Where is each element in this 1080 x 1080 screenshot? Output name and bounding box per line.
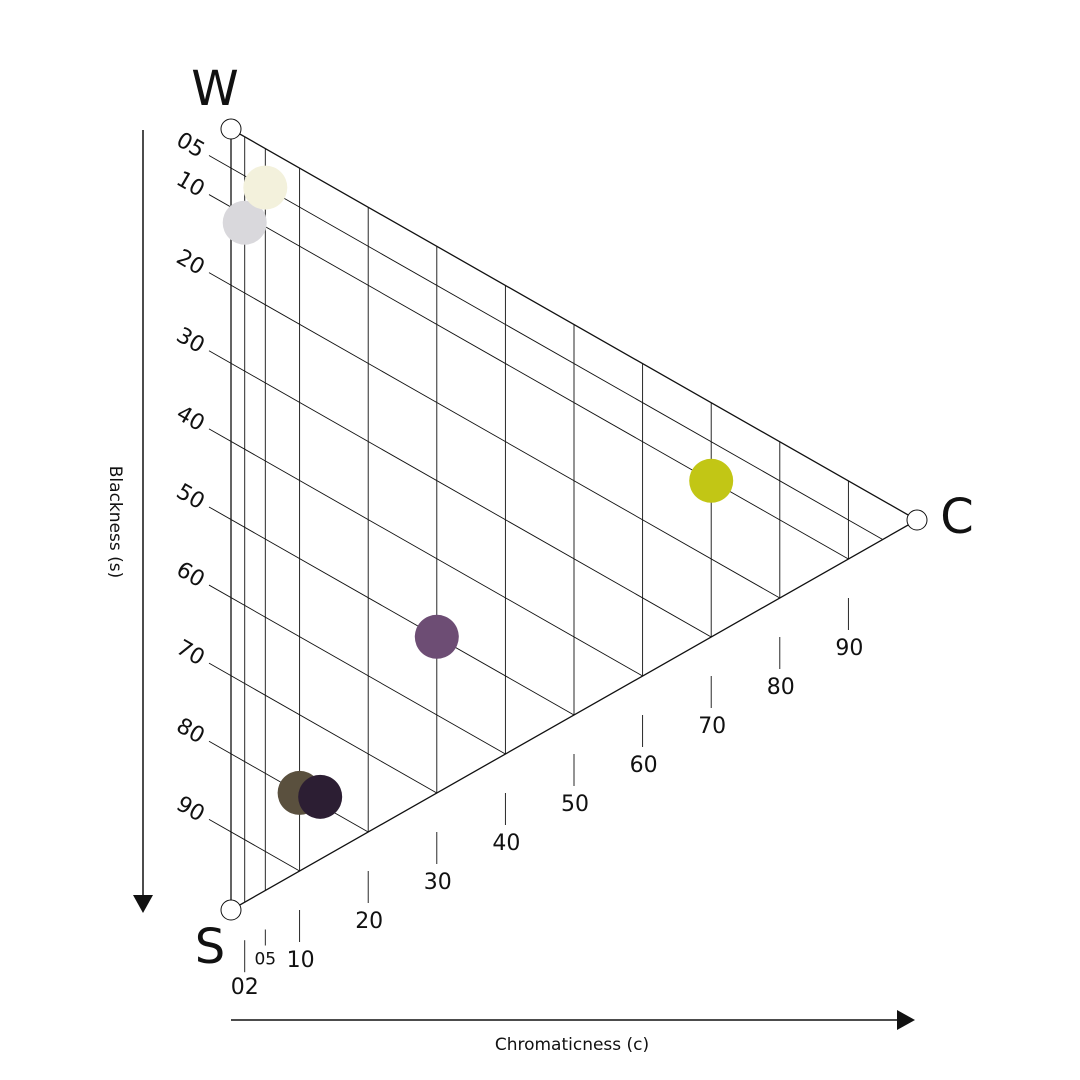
corner-label: C [940, 489, 974, 545]
blackness-tick-label: 05 [172, 128, 209, 164]
color-sample [414, 614, 459, 659]
corner-node [220, 118, 242, 140]
color-sample [689, 458, 734, 503]
triangle [230, 127, 919, 912]
chromaticness-tick-label: 70 [698, 714, 726, 739]
blackness-line [208, 272, 781, 599]
arrow-head [133, 895, 153, 913]
arrow-head [897, 1010, 915, 1030]
color-sample [243, 165, 288, 210]
chromaticness-tick-label: 10 [287, 948, 315, 973]
chromaticness-tick-label: 50 [561, 792, 589, 817]
chromaticness-tick-label: 20 [355, 909, 383, 934]
color-sample [298, 774, 343, 819]
blackness-tick-label: 70 [172, 635, 209, 671]
chromaticness-tick-label: 90 [835, 636, 863, 661]
blackness-line [208, 350, 712, 638]
blackness-title: Blackness (s) [105, 466, 125, 578]
corner-label: S [195, 919, 225, 975]
blackness-tick-label: 10 [172, 167, 209, 203]
blackness-line [208, 155, 883, 540]
blackness-tick-label: 30 [172, 323, 209, 359]
chromaticness-tick-label: 80 [767, 675, 795, 700]
blackness-line [208, 818, 300, 872]
blackness-line [208, 506, 575, 716]
blackness-line [208, 584, 506, 755]
blackness-tick-label: 80 [172, 714, 209, 750]
blackness-line [208, 662, 438, 794]
blackness-tick-label: 60 [172, 557, 209, 593]
color-sample [222, 200, 267, 245]
blackness-tick-label: 40 [172, 401, 209, 437]
chromaticness-tick-label: 30 [424, 870, 452, 895]
corner-node [220, 899, 242, 921]
corner-label: W [191, 61, 238, 117]
blackness-tick-label: 50 [172, 479, 209, 515]
chromaticness-tick-label: 40 [492, 831, 520, 856]
chromaticness-tick-label: 60 [630, 753, 658, 778]
blackness-tick-label: 20 [172, 245, 209, 281]
corner-node [906, 509, 928, 531]
blackness-line [208, 194, 849, 560]
blackness-tick-label: 90 [172, 792, 209, 828]
samples [222, 165, 734, 819]
chromaticness-title: Chromaticness (c) [495, 1035, 649, 1055]
chromaticness-tick-label: 05 [254, 950, 276, 970]
blackness-line [208, 428, 643, 677]
chromaticness-tick-label: 02 [231, 975, 259, 1000]
